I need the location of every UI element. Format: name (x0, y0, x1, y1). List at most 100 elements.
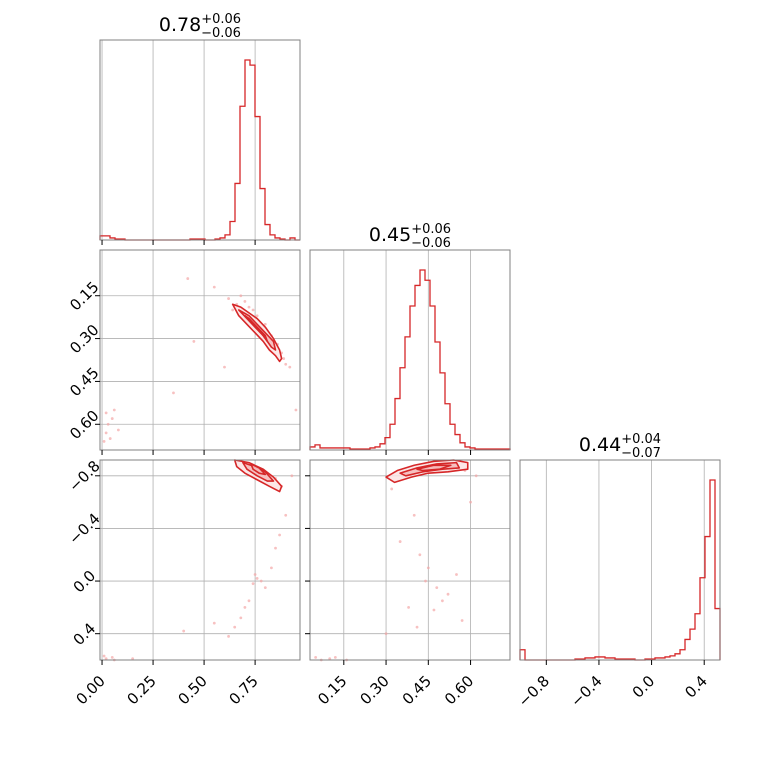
scatter-point (415, 625, 419, 629)
title-param3: 0.44+0.04 −0.07 (579, 432, 661, 461)
grid-hist-param2 (343, 250, 471, 450)
frame-hist-param1 (99, 39, 301, 241)
scatter-point (284, 362, 288, 366)
scatter-point (435, 586, 439, 590)
scatter-point (104, 657, 108, 661)
frame-hist-param2 (309, 249, 511, 451)
scatter-point (333, 655, 337, 659)
grid-scatter-p1-p2 (100, 250, 300, 450)
scatter-point (247, 305, 251, 309)
histogram-param1 (99, 59, 300, 241)
contour-level-3 (250, 463, 267, 476)
contour-level-3 (244, 314, 269, 343)
scatter-p1-p2 (102, 277, 298, 443)
scatter-point (259, 579, 263, 583)
title-param1-value: 0.78 (159, 14, 201, 36)
scatter-point (384, 632, 388, 636)
scatter-p2-p3 (314, 459, 478, 662)
panel-scatter-p1-p2 (99, 249, 301, 451)
scatter-point (186, 277, 190, 280)
scatter-point (231, 308, 235, 312)
scatter-point (407, 605, 410, 609)
scatter-point (104, 431, 108, 435)
scatter-point (418, 553, 422, 557)
scatter-point (116, 428, 120, 432)
title-param1: 0.78+0.06 −0.06 (159, 12, 241, 41)
y-tick-label-param3: 0.4 (70, 619, 100, 649)
scatter-point (223, 365, 226, 369)
scatter-point (110, 417, 114, 420)
x-tick-label-param3: −0.4 (567, 672, 605, 710)
scatter-point (247, 599, 251, 603)
scatter-point (106, 422, 110, 426)
scatter-point (412, 513, 416, 517)
scatter-point (212, 621, 216, 625)
scatter-point (182, 629, 186, 633)
scatter-point (294, 408, 298, 412)
scatter-point (104, 411, 108, 415)
scatter-point (263, 322, 267, 326)
scatter-point (282, 357, 286, 360)
scatter-point (455, 573, 458, 576)
frame-scatter-p1-p3 (99, 459, 301, 661)
scatter-point (243, 605, 247, 609)
title-param2-value: 0.45 (369, 224, 411, 246)
x-tick-label-param2: 0.15 (314, 672, 350, 708)
histogram-step-line (519, 479, 721, 661)
scatter-point (251, 582, 255, 586)
frame-scatter-p1-p2 (99, 249, 301, 451)
y-tick-label-param2: 0.30 (66, 321, 102, 357)
title-param3-minus: −0.07 (621, 446, 661, 461)
scatter-point (440, 599, 444, 603)
scatter-point (469, 500, 472, 504)
scatter-p1-p3 (102, 459, 294, 662)
panel-hist-param3 (519, 459, 721, 661)
x-tick-label-param1: 0.75 (226, 672, 262, 708)
x-tick-label-param3: 0.0 (629, 672, 659, 702)
scatter-point (284, 513, 288, 517)
x-tick-label-param1: 0.25 (123, 672, 159, 708)
contour-level-1 (231, 303, 283, 363)
panel-hist-param1 (99, 39, 301, 241)
title-param2-minus: −0.06 (411, 236, 451, 251)
histogram-param2 (309, 269, 511, 450)
scatter-point (102, 440, 106, 443)
scatter-point (239, 616, 243, 620)
panel-scatter-p2-p3 (309, 459, 511, 662)
title-param3-plus: +0.04 (621, 432, 661, 447)
scatter-point (432, 608, 436, 612)
scatter-point (243, 300, 247, 303)
scatter-point (446, 592, 450, 596)
scatter-point (192, 340, 196, 343)
scatter-point (328, 657, 332, 661)
x-tick-label-param3: −0.8 (515, 672, 553, 710)
scatter-point (274, 546, 277, 550)
scatter-point (270, 566, 273, 570)
title-param1-minus: −0.06 (201, 26, 241, 41)
panel-hist-param2 (309, 249, 511, 451)
x-tick-label-param1: 0.00 (72, 672, 108, 708)
y-tick-label-param2: 0.60 (66, 407, 102, 443)
scatter-point (108, 437, 112, 440)
scatter-point (227, 634, 230, 638)
frame-hist-param3 (519, 459, 721, 661)
histogram-step-line (99, 59, 300, 241)
grid-scatter-p1-p3 (100, 460, 300, 660)
x-tick-label-param2: 0.45 (399, 672, 435, 708)
scatter-point (253, 573, 257, 576)
scatter-point (112, 408, 116, 412)
scatter-point (278, 533, 281, 537)
scatter-point (255, 577, 259, 580)
title-param2: 0.45+0.06 −0.06 (369, 222, 451, 251)
scatter-point (110, 655, 114, 659)
scatter-point (474, 474, 478, 478)
scatter-point (102, 654, 106, 658)
grid-hist-param3 (545, 460, 705, 660)
scatter-point (390, 487, 394, 491)
x-tick-label-param2: 0.30 (356, 672, 392, 708)
y-tick-label-param3: 0.0 (70, 567, 100, 597)
scatter-point (172, 391, 175, 395)
scatter-point (398, 540, 402, 543)
scatter-point (255, 314, 259, 318)
